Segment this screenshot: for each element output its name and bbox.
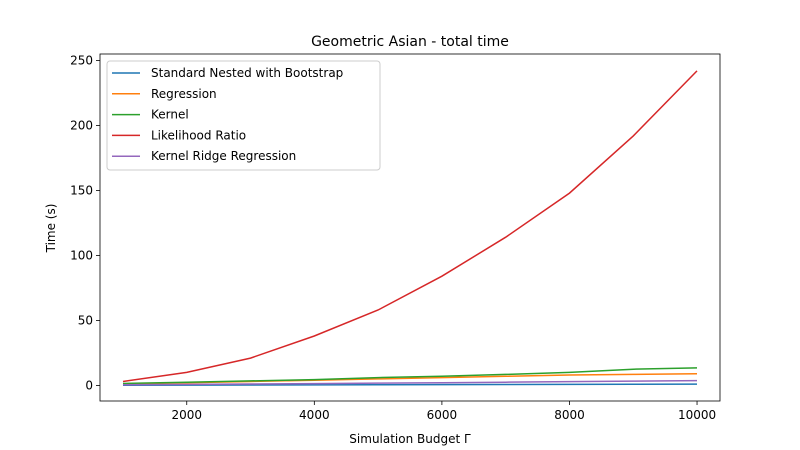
series-line-3 [122,70,698,383]
legend-box [106,60,381,171]
legend-label-1: Regression [151,87,217,101]
plot-frame [99,53,721,402]
x-axis-label: Simulation Budget Γ [349,432,471,446]
y-tick-label: 50 [78,313,93,327]
y-axis: 0 50 100 150 200 250 [70,53,100,392]
series-line-4 [122,379,698,386]
x-tick-label: 4000 [299,408,330,422]
legend-label-4: Kernel Ridge Regression [151,149,296,163]
series-line-0 [122,383,698,387]
legend-label-2: Kernel [151,108,189,122]
plot-lines [122,70,698,387]
x-tick-label: 10000 [678,408,716,422]
y-axis-label: Time (s) [44,204,58,254]
y-tick-label: 0 [85,378,93,392]
y-tick-label: 200 [70,118,93,132]
x-tick-label: 2000 [171,408,202,422]
legend: Standard Nested with Bootstrap Regression… [106,60,381,171]
x-axis: 2000 4000 6000 8000 10000 [171,401,716,422]
legend-label-0: Standard Nested with Bootstrap [151,66,343,80]
legend-label-3: Likelihood Ratio [151,128,246,142]
y-tick-label: 150 [70,183,93,197]
y-tick-label: 250 [70,53,93,67]
y-tick-label: 100 [70,248,93,262]
chart-title: Geometric Asian - total time [311,34,509,50]
x-tick-label: 8000 [554,408,585,422]
series-line-2 [122,367,698,385]
x-tick-label: 6000 [427,408,458,422]
